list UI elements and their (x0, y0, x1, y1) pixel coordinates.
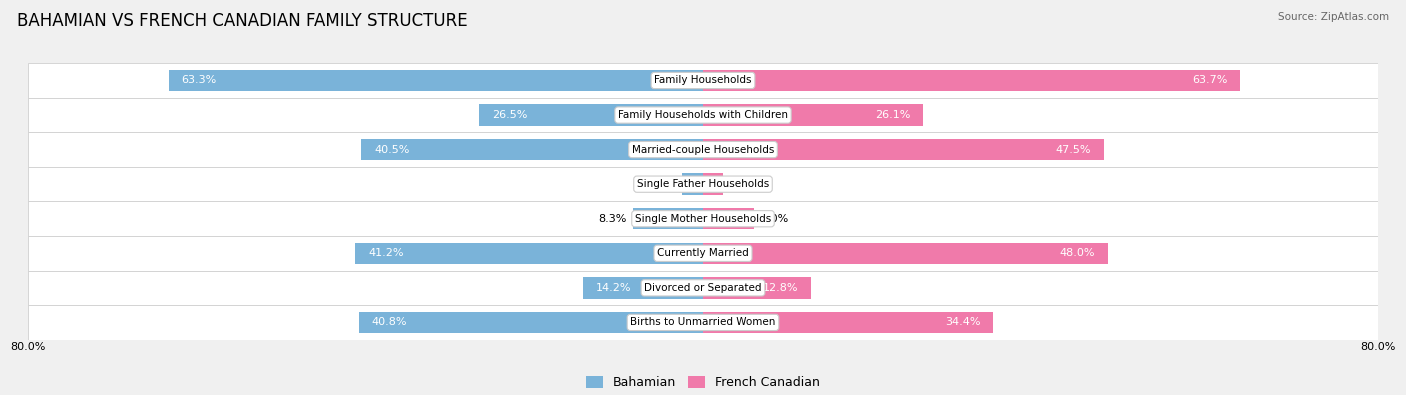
Text: Family Households with Children: Family Households with Children (619, 110, 787, 120)
Text: 6.0%: 6.0% (761, 214, 789, 224)
Text: Single Father Households: Single Father Households (637, 179, 769, 189)
Bar (703, 208, 754, 229)
FancyBboxPatch shape (28, 98, 1378, 132)
Bar (703, 277, 811, 299)
FancyBboxPatch shape (28, 63, 1378, 98)
Bar (583, 277, 703, 299)
Text: 48.0%: 48.0% (1060, 248, 1095, 258)
FancyBboxPatch shape (28, 271, 1378, 305)
Text: 41.2%: 41.2% (368, 248, 404, 258)
Text: Currently Married: Currently Married (657, 248, 749, 258)
Text: 40.5%: 40.5% (374, 145, 409, 154)
Bar (361, 139, 703, 160)
Text: 8.3%: 8.3% (598, 214, 626, 224)
Text: 63.3%: 63.3% (181, 75, 217, 85)
FancyBboxPatch shape (28, 305, 1378, 340)
Bar (703, 312, 993, 333)
Text: 2.5%: 2.5% (647, 179, 675, 189)
Text: 26.5%: 26.5% (492, 110, 527, 120)
Text: Births to Unmarried Women: Births to Unmarried Women (630, 318, 776, 327)
Bar (356, 243, 703, 264)
FancyBboxPatch shape (28, 167, 1378, 201)
Text: 26.1%: 26.1% (875, 110, 911, 120)
Text: Source: ZipAtlas.com: Source: ZipAtlas.com (1278, 12, 1389, 22)
Bar (703, 70, 1240, 91)
FancyBboxPatch shape (28, 132, 1378, 167)
Text: 47.5%: 47.5% (1056, 145, 1091, 154)
Bar (703, 104, 924, 126)
FancyBboxPatch shape (28, 236, 1378, 271)
Bar (703, 139, 1104, 160)
Legend: Bahamian, French Canadian: Bahamian, French Canadian (582, 371, 824, 394)
Text: Married-couple Households: Married-couple Households (631, 145, 775, 154)
Text: 40.8%: 40.8% (371, 318, 406, 327)
Bar (633, 208, 703, 229)
Text: Family Households: Family Households (654, 75, 752, 85)
FancyBboxPatch shape (28, 201, 1378, 236)
Text: Single Mother Households: Single Mother Households (636, 214, 770, 224)
Bar (359, 312, 703, 333)
Bar (703, 173, 723, 195)
Bar (169, 70, 703, 91)
Text: 2.4%: 2.4% (730, 179, 758, 189)
Text: 34.4%: 34.4% (945, 318, 980, 327)
Text: Divorced or Separated: Divorced or Separated (644, 283, 762, 293)
Bar (479, 104, 703, 126)
Text: BAHAMIAN VS FRENCH CANADIAN FAMILY STRUCTURE: BAHAMIAN VS FRENCH CANADIAN FAMILY STRUC… (17, 12, 468, 30)
Bar (682, 173, 703, 195)
Text: 63.7%: 63.7% (1192, 75, 1227, 85)
Text: 14.2%: 14.2% (596, 283, 631, 293)
Bar (703, 243, 1108, 264)
Text: 12.8%: 12.8% (763, 283, 799, 293)
